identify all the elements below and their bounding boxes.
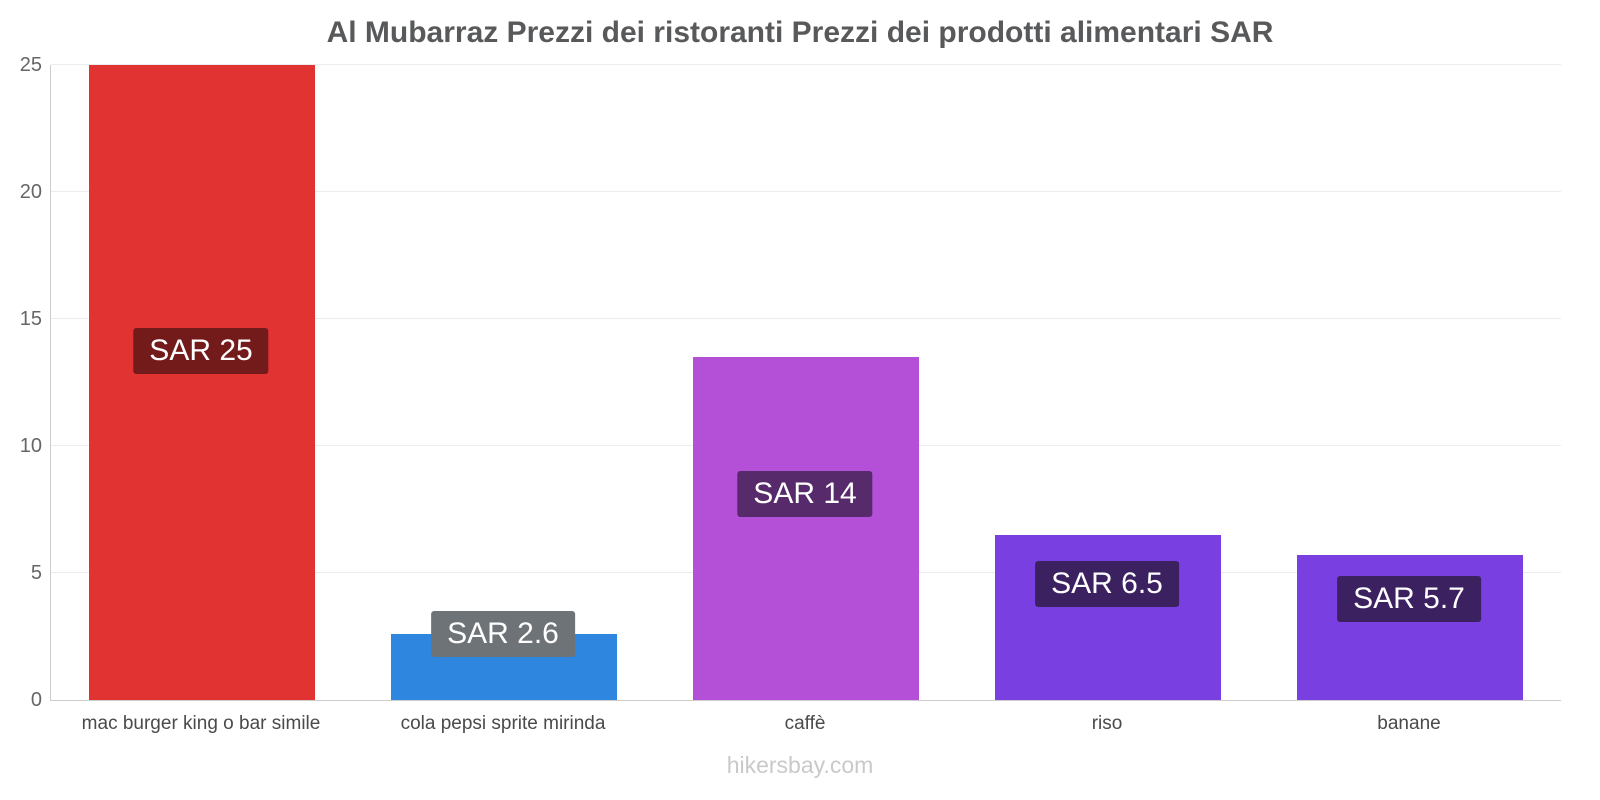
x-axis-label-3: riso <box>1091 713 1123 734</box>
x-axis-label-0: mac burger king o bar simile <box>81 713 321 734</box>
y-axis-tick-10: 10 <box>19 435 42 457</box>
bar-value-label-4: SAR 5.7 <box>1337 575 1481 622</box>
bar-value-label-1: SAR 2.6 <box>431 610 575 657</box>
bar-value-label-2: SAR 14 <box>737 471 873 518</box>
gridline-25 <box>51 64 1561 65</box>
chart-title: Al Mubarraz Prezzi dei ristoranti Prezzi… <box>326 16 1274 49</box>
x-axis-label-4: banane <box>1377 713 1441 734</box>
bar-riso[interactable] <box>995 534 1221 700</box>
bar-mac-burger-king-o-bar-simile[interactable] <box>89 65 315 700</box>
plot-area <box>50 64 1561 701</box>
bar-value-label-0: SAR 25 <box>133 327 269 374</box>
bar-caffè[interactable] <box>693 357 919 700</box>
x-axis-label-2: caffè <box>784 713 826 734</box>
bar-value-label-3: SAR 6.5 <box>1035 561 1179 608</box>
y-axis-tick-5: 5 <box>30 562 42 584</box>
y-axis-tick-20: 20 <box>19 181 42 203</box>
y-axis-tick-25: 25 <box>19 54 42 76</box>
y-axis-tick-0: 0 <box>30 689 42 711</box>
gridline-15 <box>51 318 1561 319</box>
gridline-20 <box>51 191 1561 192</box>
x-axis-label-1: cola pepsi sprite mirinda <box>400 713 606 734</box>
y-axis-tick-15: 15 <box>19 308 42 330</box>
footer-watermark: hikersbay.com <box>726 752 874 778</box>
